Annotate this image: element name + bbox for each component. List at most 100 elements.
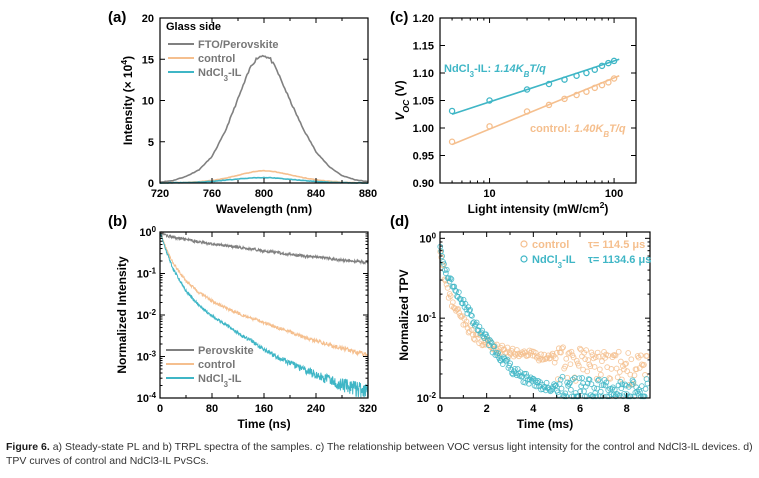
caption-text: a) Steady-state PL and b) TRPL spectra o… [6,441,753,467]
data-point-control [573,357,580,364]
text-segment: OC [401,99,411,113]
text-segment: NdCl [532,254,558,266]
data-point-ndcl [504,356,511,363]
text-segment: -1 [149,266,157,275]
data-point-control [605,79,612,86]
text-segment: 3 [470,70,475,79]
data-point-control [625,350,632,356]
data-point-ndcl [583,69,590,77]
x-tick-label: 800 [255,188,273,200]
y-tick-label: 10-1 [417,311,437,326]
text-segment: FTO/Perovskite [198,39,279,51]
data-point-control [591,364,598,370]
data-point-ndcl [448,276,455,283]
y-tick-label: 1.00 [413,123,434,135]
data-point-control [612,352,619,359]
text-segment: ) [604,202,608,216]
data-point-ndcl [643,376,650,382]
data-point-control [572,378,579,384]
data-point-control [638,361,645,368]
data-point-ndcl [473,319,480,326]
data-point-control [591,84,599,92]
data-point-ndcl [618,385,625,392]
data-point-control [561,95,568,103]
legend-tau: τ= 1134.6 μs [588,254,651,266]
data-point-control [568,348,575,355]
x-tick-label: 0 [437,403,443,415]
series-line-ndcl [159,232,369,398]
legend-marker [520,255,528,263]
data-point-ndcl [507,360,514,367]
data-point-ndcl [479,327,486,334]
data-point-control [606,375,613,381]
annotation-control: control: 1.40KBT/q [530,123,626,139]
panel-a-pl-spectra: (a) 720 760 800 840 880 0 5 10 15 20 Wavelength (nm… [108,9,377,216]
y-tick-label: 100 [419,231,436,246]
y-tick-label: 1.20 [413,13,434,25]
y-tick-label: 1.10 [413,68,434,80]
data-point-control [564,374,571,381]
text-segment: -1 [429,311,437,320]
data-point-control [460,321,467,328]
y-tick-label: 20 [142,13,154,25]
y-axis-label: Normalized TPV [397,269,411,360]
data-point-control [584,368,591,375]
data-point-control [596,366,603,373]
data-point-control [514,347,520,353]
x-tick-label: 100 [605,188,623,200]
x-tick-label: 880 [359,188,377,200]
data-point-control [583,88,590,95]
text-segment: control: [530,123,574,135]
data-point-ndcl [486,336,493,343]
legend-label: Perovskite [198,345,254,357]
legend-label: control [198,359,235,371]
legend-marker [520,240,528,248]
data-point-control [617,358,624,365]
y-axis-label: Normalized Intensity [115,256,129,374]
data-point-control [595,353,602,360]
data-point-ndcl [567,379,573,386]
data-point-ndcl [588,381,595,388]
y-tick-label: 10-3 [137,349,157,364]
data-point-ndcl [573,72,580,80]
data-point-ndcl [545,80,553,88]
data-point-ndcl [486,97,493,104]
data-point-control [598,81,606,89]
text-segment: 10 [137,310,149,322]
data-point-control [637,352,644,359]
y-tick-label: 10-2 [417,391,437,406]
text-segment: T/q [609,123,626,135]
data-point-control [633,366,640,373]
data-point-ndcl [559,373,566,380]
data-point-control [627,371,634,378]
x-axis-label: Wavelength (nm) [216,202,312,216]
data-point-control [621,366,627,373]
plot-frame [439,17,637,184]
data-point-control [608,366,615,372]
y-axis-label: VOC (V) [393,80,411,120]
data-point-ndcl [595,377,601,384]
text-segment: NdCl [198,373,224,385]
y-tick-label: 10-1 [137,266,157,281]
x-tick-label: 4 [530,403,537,415]
figure-caption: Figure 6. a) Steady-state PL and b) TRPL… [6,440,754,468]
text-segment: ) [121,56,135,60]
plot-frame [439,231,651,399]
fit-line-control [451,75,620,146]
x-axis-label: Time (ns) [237,417,290,431]
data-point-ndcl [596,376,602,383]
data-point-control [592,354,599,361]
data-point-ndcl [503,357,510,364]
data-point-control [583,347,590,353]
y-tick-label: 0 [148,178,154,190]
data-point-control [624,368,630,375]
data-point-ndcl [533,383,540,390]
data-point-ndcl [591,385,598,391]
data-point-control [577,345,583,352]
x-tick-label: 720 [151,188,169,200]
data-point-ndcl [508,366,515,373]
x-tick-label: 840 [307,188,325,200]
series-line-control [159,232,369,357]
data-point-control [448,138,456,145]
data-point-control [470,335,477,342]
